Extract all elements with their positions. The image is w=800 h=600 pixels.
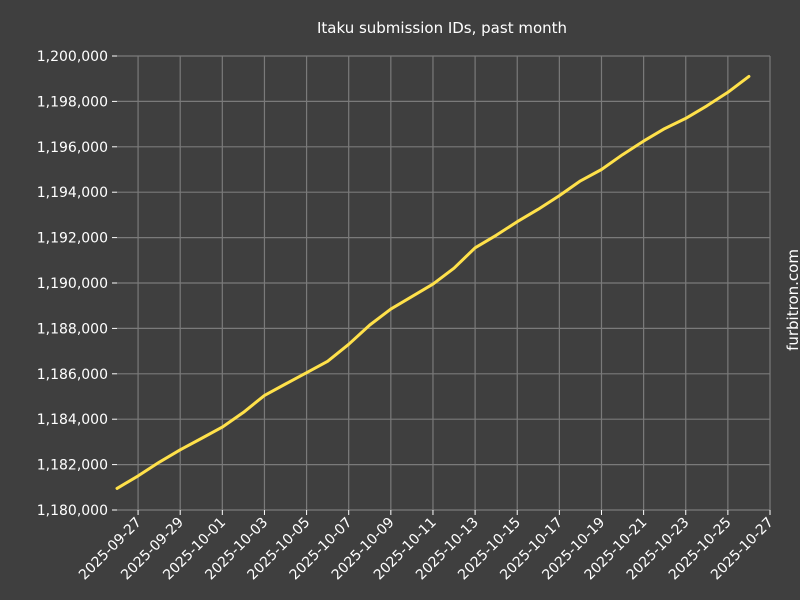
y-tick-label: 1,192,000 [37, 231, 108, 247]
series-layer [115, 74, 751, 490]
y-axis: 1,180,000 1,182,000 1,184,000 1,186,000 1,18… [37, 49, 117, 519]
y-tick-label: 1,188,000 [37, 321, 108, 337]
watermark-text: furbitron.com [784, 249, 800, 351]
y-tick-label: 1,196,000 [37, 140, 108, 156]
y-tick-label: 1,186,000 [37, 367, 108, 383]
y-tick-label: 1,182,000 [37, 458, 108, 474]
y-tick-label: 1,200,000 [37, 49, 108, 65]
y-tick-label: 1,194,000 [37, 185, 108, 201]
series-line [115, 74, 751, 490]
y-tick-label: 1,198,000 [37, 94, 108, 110]
y-tick-label: 1,180,000 [37, 503, 108, 519]
y-tick-label: 1,184,000 [37, 412, 108, 428]
chart-title: Itaku submission IDs, past month [317, 19, 567, 37]
grid-layer [117, 55, 771, 511]
y-tick-label: 1,190,000 [37, 276, 108, 292]
